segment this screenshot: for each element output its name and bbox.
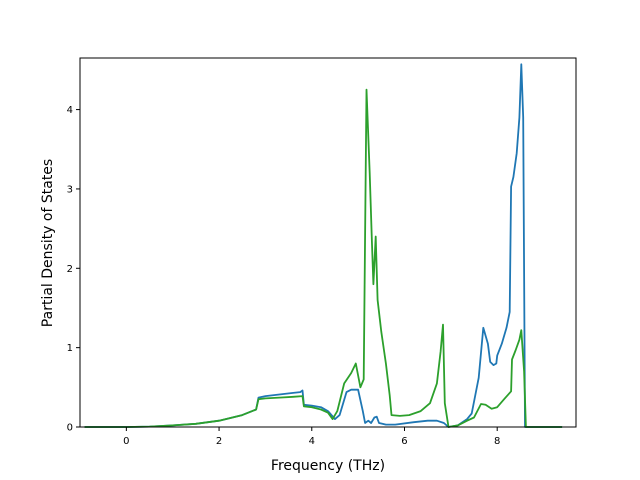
series-line-0 [84,63,563,428]
y-tick-label: 0 [67,423,73,434]
y-axis-ticks: 0 1 2 3 4 [67,105,80,434]
series-line-1 [84,88,563,428]
plot-frame [79,57,577,428]
plot-lines [84,63,563,428]
y-axis-title: Partial Density of States [40,159,56,327]
x-axis-ticks: 0 2 4 6 8 [123,427,500,447]
x-tick-label: 8 [494,436,500,447]
y-tick-label: 3 [67,184,73,195]
x-axis-title: Frequency (THz) [271,458,385,474]
y-tick-label: 1 [67,343,73,354]
y-tick-label: 4 [67,105,73,116]
y-tick-label: 2 [67,264,73,275]
x-tick-label: 0 [123,436,129,447]
x-tick-label: 4 [309,436,315,447]
x-tick-label: 2 [216,436,222,447]
x-tick-label: 6 [401,436,407,447]
